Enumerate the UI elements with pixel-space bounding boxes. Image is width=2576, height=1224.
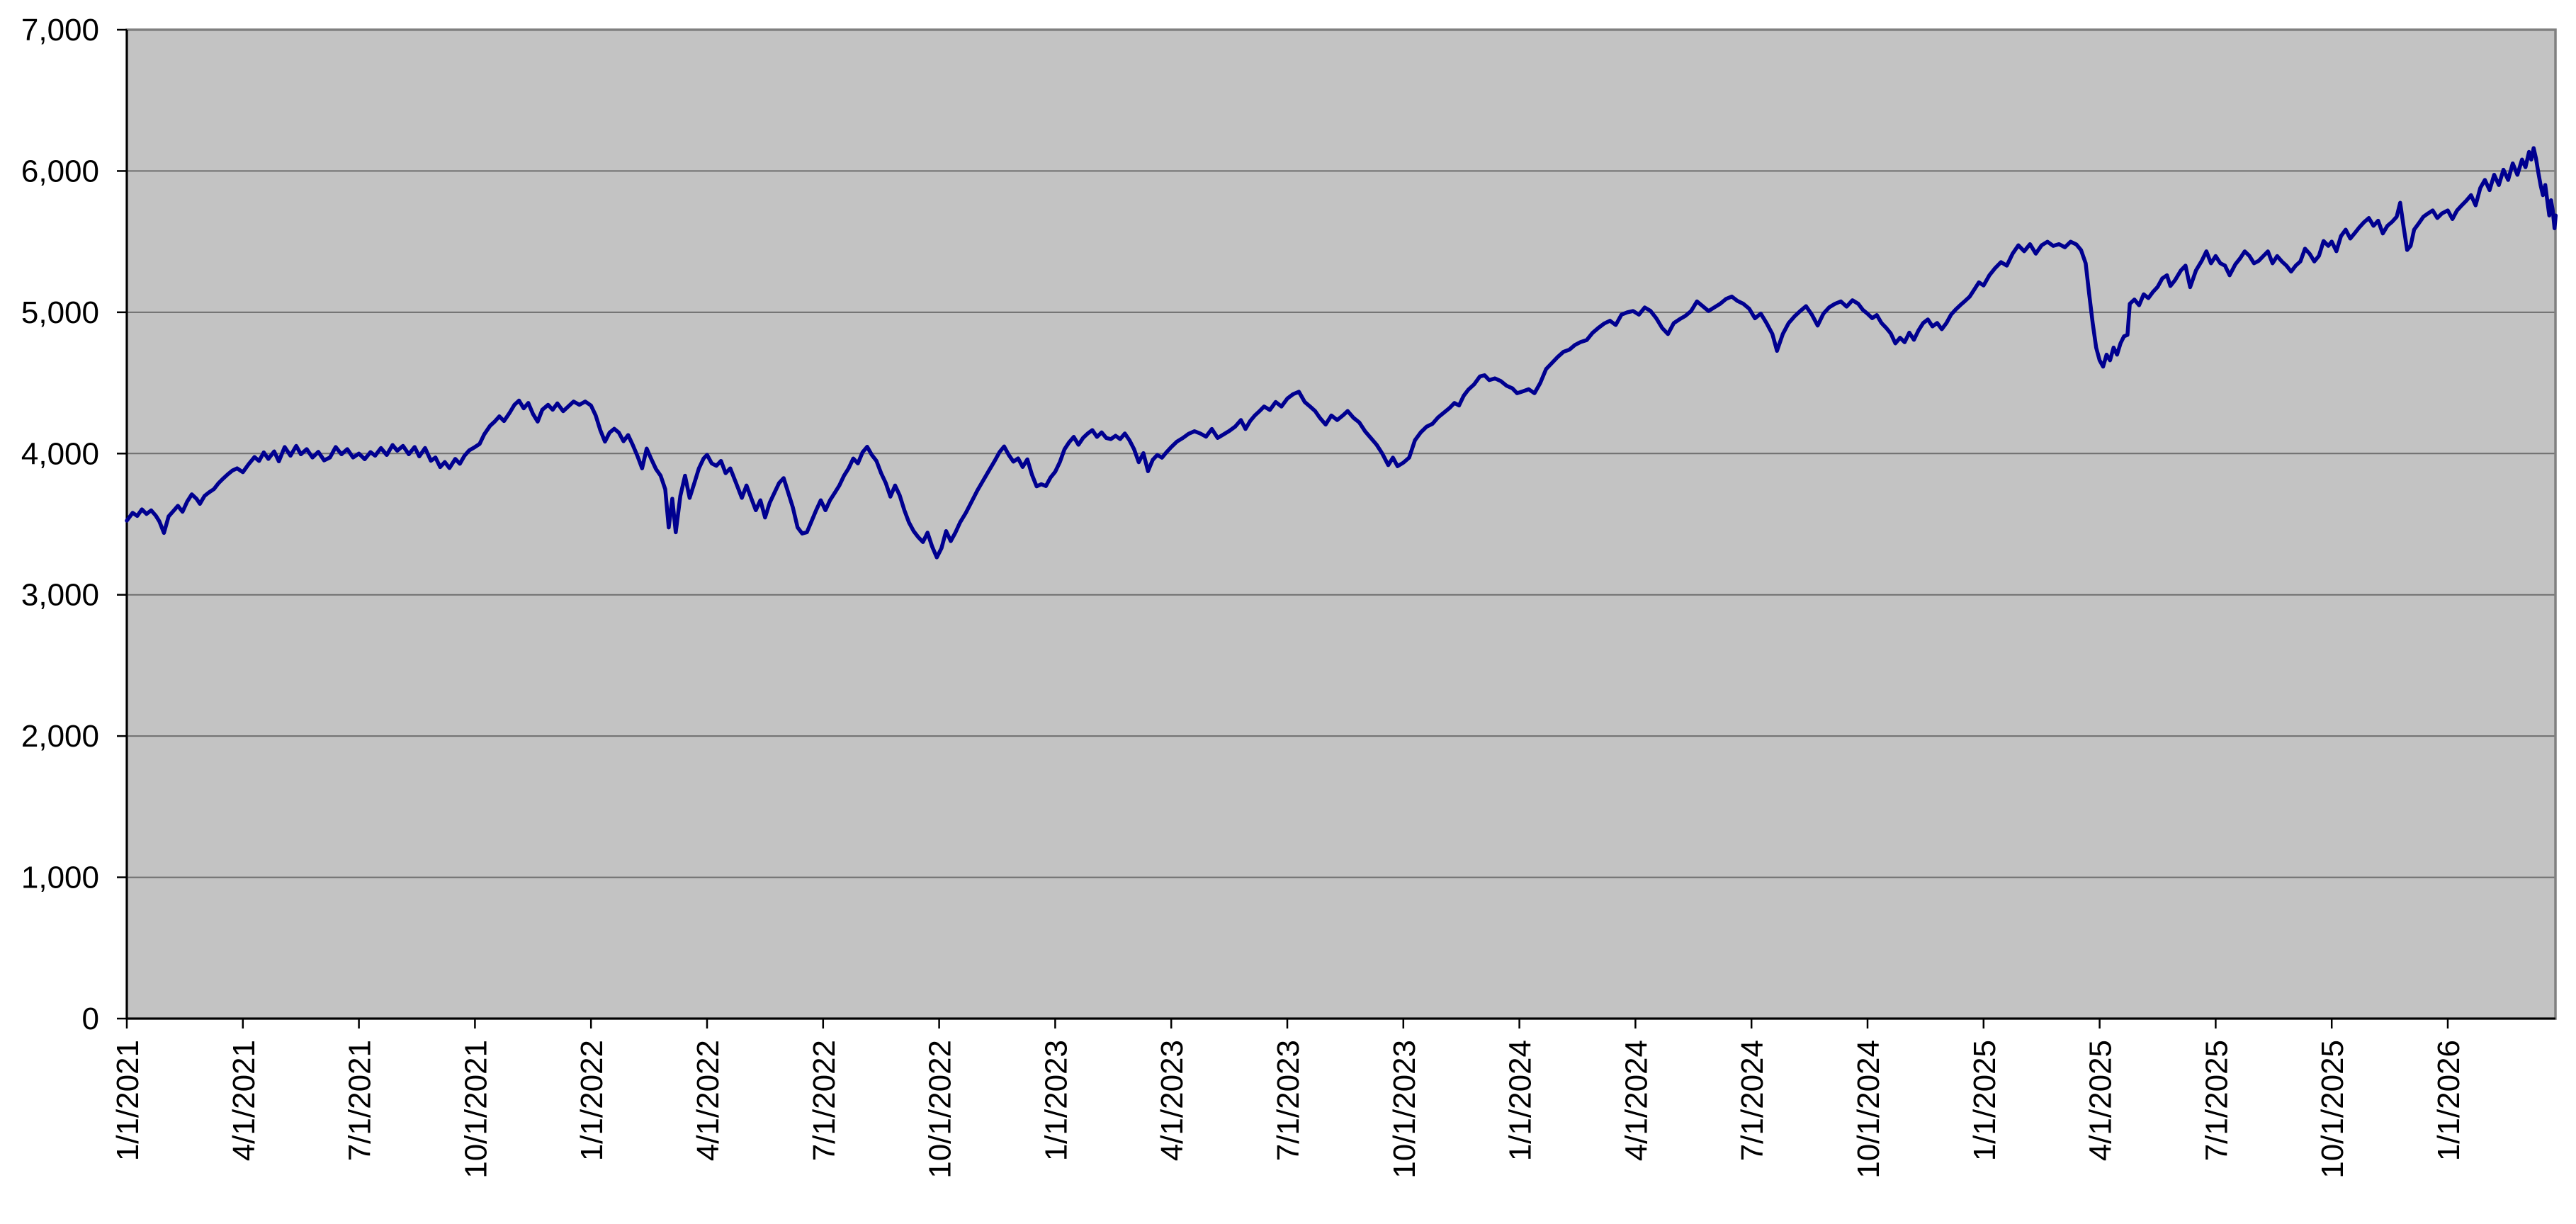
x-axis-tick-label: 4/1/2024 [1619, 1040, 1654, 1161]
x-axis-tick-label: 7/1/2025 [2199, 1040, 2234, 1161]
x-axis-tick-label: 10/1/2021 [458, 1040, 493, 1179]
x-axis-tick-label: 1/1/2021 [111, 1040, 145, 1161]
x-axis-labels: 1/1/2021 4/1/2021 7/1/2021 10/1/2021 1/1/202… [111, 1040, 2466, 1179]
y-axis-tick-label: 6,000 [21, 154, 99, 188]
x-axis-tick-label: 7/1/2022 [807, 1040, 842, 1161]
x-axis-tick-label: 4/1/2023 [1155, 1040, 1190, 1161]
x-axis-tick-label: 1/1/2025 [1967, 1040, 2002, 1161]
y-axis-labels: 0 1,000 2,000 3,000 4,000 5,000 6,000 7,000 [21, 13, 99, 1036]
price-line-series [125, 146, 2558, 560]
axis-ticks [117, 28, 2449, 1028]
y-axis-tick-label: 2,000 [21, 719, 99, 754]
axis-lines [125, 30, 2555, 1020]
x-axis-tick-label: 4/1/2022 [691, 1040, 725, 1161]
y-axis-tick-label: 3,000 [21, 578, 99, 613]
x-axis-tick-label: 1/1/2026 [2431, 1040, 2466, 1161]
y-axis-tick-label: 5,000 [21, 295, 99, 330]
x-axis-tick-label: 10/1/2023 [1387, 1040, 1422, 1179]
x-axis-tick-label: 4/1/2025 [2084, 1040, 2118, 1161]
x-axis-tick-label: 7/1/2021 [343, 1040, 378, 1161]
x-axis-tick-label: 10/1/2022 [923, 1040, 958, 1179]
y-gridlines [127, 170, 2555, 878]
x-axis-tick-label: 10/1/2025 [2315, 1040, 2350, 1179]
x-axis-tick-label: 7/1/2024 [1735, 1040, 1770, 1161]
plot-area [127, 30, 2555, 1019]
y-axis-tick-label: 1,000 [21, 861, 99, 895]
x-axis-tick-label: 4/1/2021 [227, 1040, 261, 1161]
x-axis-tick-label: 1/1/2024 [1503, 1040, 1538, 1161]
y-axis-tick-label: 0 [82, 1002, 99, 1036]
y-axis-tick-label: 4,000 [21, 436, 99, 471]
x-axis-tick-label: 1/1/2023 [1039, 1040, 1073, 1161]
x-axis-tick-label: 10/1/2024 [1851, 1040, 1886, 1179]
y-axis-tick-label: 7,000 [21, 13, 99, 47]
x-axis-tick-label: 1/1/2022 [575, 1040, 609, 1161]
x-axis-tick-label: 7/1/2023 [1271, 1040, 1306, 1161]
